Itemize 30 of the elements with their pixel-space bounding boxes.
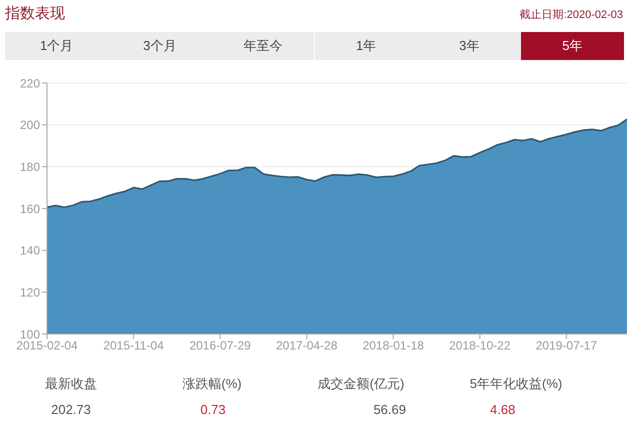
x-tick-label: 2018-10-22 xyxy=(449,338,511,353)
tab-button[interactable]: 1年 xyxy=(314,32,418,60)
y-tick-label: 100 xyxy=(20,327,40,342)
x-tick-label: 2016-07-29 xyxy=(189,338,252,353)
tab-button[interactable]: 3个月 xyxy=(108,32,212,60)
text: 56.69 xyxy=(373,401,406,419)
text: 0.73 xyxy=(200,401,226,419)
tab-button[interactable]: 1个月 xyxy=(5,32,108,60)
y-tick-label: 200 xyxy=(20,118,40,132)
tab-button[interactable]: 5年 xyxy=(520,32,624,60)
y-tick-label: 160 xyxy=(20,202,40,216)
y-tick-label: 140 xyxy=(20,244,40,258)
chart-subtitle: 截止日期:2020-02-03 xyxy=(520,8,623,23)
y-tick-label: 180 xyxy=(20,160,40,174)
text: 4.68 xyxy=(490,401,516,419)
chart-title: 指数表现 xyxy=(5,4,65,24)
x-tick-label: 2015-11-04 xyxy=(103,338,164,353)
x-tick-label: 2018-01-18 xyxy=(362,338,424,353)
x-tick-label: 2019-07-17 xyxy=(536,338,598,353)
tab-button[interactable]: 3年 xyxy=(418,32,521,60)
text: 5年年化收益(%) xyxy=(470,375,562,393)
text: 成交金额(亿元) xyxy=(318,375,404,393)
text: 202.73 xyxy=(51,401,91,419)
text: 最新收盘 xyxy=(45,375,97,393)
y-tick-label: 120 xyxy=(20,285,40,300)
y-tick-label: 220 xyxy=(20,76,40,90)
text: 涨跌幅(%) xyxy=(182,375,242,393)
x-tick-label: 2017-04-28 xyxy=(276,338,338,353)
tab-button[interactable]: 年至今 xyxy=(211,32,314,60)
x-tick-label: 2015-02-04 xyxy=(16,338,78,353)
